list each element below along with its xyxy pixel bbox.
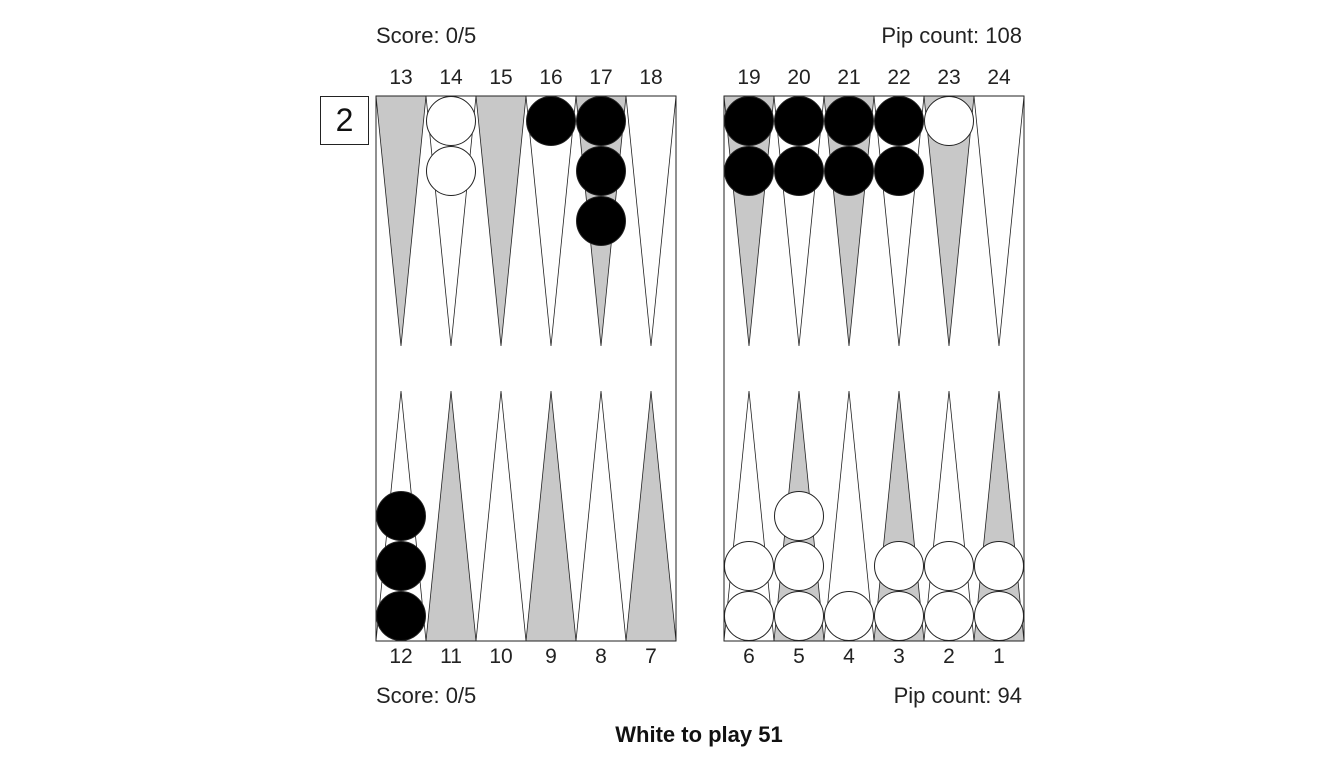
- white-checker-point-3[interactable]: [874, 541, 924, 591]
- point-label-18: 18: [639, 66, 663, 89]
- point-label-23: 23: [937, 66, 961, 89]
- point-label-1: 1: [993, 645, 1005, 668]
- black-checker-point-12[interactable]: [376, 541, 426, 591]
- left-half-frame: [375, 95, 677, 642]
- white-checker-point-5[interactable]: [774, 541, 824, 591]
- status-message: White to play 51: [615, 722, 783, 747]
- point-label-19: 19: [737, 66, 761, 89]
- point-label-3: 3: [893, 645, 905, 668]
- point-label-4: 4: [843, 645, 855, 668]
- point-label-16: 16: [539, 66, 563, 89]
- black-checker-point-22[interactable]: [874, 146, 924, 196]
- point-label-12: 12: [389, 645, 413, 668]
- right-half-frame: [723, 95, 1025, 642]
- white-checker-point-5[interactable]: [774, 591, 824, 641]
- black-checker-point-17[interactable]: [576, 146, 626, 196]
- top-pip-count-label: Pip count: 108: [881, 23, 1022, 48]
- black-checker-point-12[interactable]: [376, 591, 426, 641]
- point-label-21: 21: [837, 66, 861, 89]
- black-checker-point-16[interactable]: [526, 96, 576, 146]
- white-checker-point-14[interactable]: [426, 146, 476, 196]
- point-label-24: 24: [987, 66, 1011, 89]
- black-checker-point-20[interactable]: [774, 146, 824, 196]
- white-checker-point-6[interactable]: [724, 541, 774, 591]
- point-label-17: 17: [589, 66, 613, 89]
- white-checker-point-1[interactable]: [974, 541, 1024, 591]
- bottom-pip-count-label: Pip count: 94: [893, 683, 1022, 708]
- right-half-border: [723, 95, 1025, 642]
- white-checker-point-14[interactable]: [426, 96, 476, 146]
- point-label-14: 14: [439, 66, 463, 89]
- black-checker-point-19[interactable]: [724, 146, 774, 196]
- point-label-9: 9: [545, 645, 557, 668]
- point-label-10: 10: [489, 645, 513, 668]
- white-checker-point-3[interactable]: [874, 591, 924, 641]
- bottom-score-label: Score: 0/5: [376, 683, 477, 708]
- white-checker-point-4[interactable]: [824, 591, 874, 641]
- black-checker-point-19[interactable]: [724, 96, 774, 146]
- point-label-13: 13: [389, 66, 413, 89]
- left-half-border: [375, 95, 677, 642]
- black-checker-point-17[interactable]: [576, 196, 626, 246]
- point-label-7: 7: [645, 645, 657, 668]
- point-label-2: 2: [943, 645, 955, 668]
- point-label-6: 6: [743, 645, 755, 668]
- black-checker-point-20[interactable]: [774, 96, 824, 146]
- black-checker-point-21[interactable]: [824, 96, 874, 146]
- point-label-8: 8: [595, 645, 607, 668]
- white-checker-point-1[interactable]: [974, 591, 1024, 641]
- white-checker-point-2[interactable]: [924, 541, 974, 591]
- top-score-label: Score: 0/5: [376, 23, 477, 48]
- black-checker-point-21[interactable]: [824, 146, 874, 196]
- bar: [676, 96, 724, 641]
- point-label-11: 11: [440, 645, 462, 668]
- point-label-20: 20: [787, 66, 811, 89]
- doubling-cube-value: 2: [335, 102, 354, 138]
- white-checker-point-6[interactable]: [724, 591, 774, 641]
- doubling-cube[interactable]: 2: [320, 96, 369, 145]
- white-checker-point-23[interactable]: [924, 96, 974, 146]
- black-checker-point-17[interactable]: [576, 96, 626, 146]
- black-checker-point-12[interactable]: [376, 491, 426, 541]
- point-label-15: 15: [489, 66, 513, 89]
- white-checker-point-5[interactable]: [774, 491, 824, 541]
- point-label-22: 22: [887, 66, 911, 89]
- black-checker-point-22[interactable]: [874, 96, 924, 146]
- white-checker-point-2[interactable]: [924, 591, 974, 641]
- point-label-5: 5: [793, 645, 805, 668]
